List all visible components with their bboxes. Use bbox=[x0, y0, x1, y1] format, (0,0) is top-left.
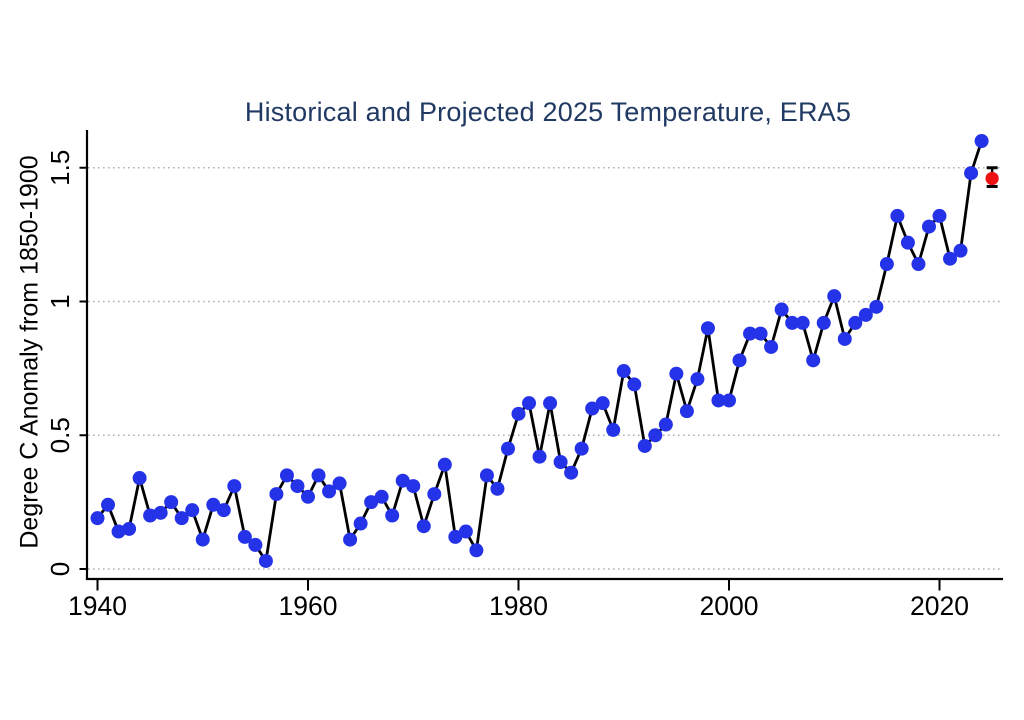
data-point-marker bbox=[679, 404, 694, 419]
data-point-marker bbox=[932, 208, 947, 223]
data-point-marker bbox=[974, 134, 989, 148]
data-point-marker bbox=[206, 497, 221, 512]
data-point-marker bbox=[269, 487, 284, 502]
data-point-marker bbox=[416, 519, 431, 534]
data-point-marker bbox=[953, 243, 968, 258]
data-point-marker bbox=[869, 299, 884, 314]
data-point-marker bbox=[174, 511, 189, 526]
data-point-marker bbox=[111, 524, 126, 539]
data-point-marker bbox=[216, 503, 231, 518]
data-point-marker bbox=[374, 489, 389, 504]
x-tick-label: 1940 bbox=[68, 591, 127, 621]
data-point-marker bbox=[406, 479, 421, 494]
data-point-marker bbox=[122, 521, 137, 536]
projected-point-marker bbox=[985, 171, 999, 186]
data-point-marker bbox=[848, 315, 863, 330]
data-point-marker bbox=[353, 516, 368, 531]
data-point-marker bbox=[774, 302, 789, 317]
data-point-marker bbox=[279, 468, 294, 483]
data-point-marker bbox=[469, 543, 484, 558]
data-point-marker bbox=[543, 396, 558, 411]
data-point-marker bbox=[395, 473, 410, 488]
y-tick-label: 1.5 bbox=[45, 150, 75, 186]
data-point-marker bbox=[511, 406, 526, 421]
data-point-marker bbox=[101, 497, 116, 512]
data-point-marker bbox=[722, 393, 736, 408]
data-point-marker bbox=[795, 315, 810, 330]
data-point-marker bbox=[879, 257, 894, 272]
data-point-marker bbox=[806, 353, 821, 368]
data-point-marker bbox=[343, 532, 358, 547]
data-point-marker bbox=[732, 353, 747, 368]
data-point-marker bbox=[764, 339, 779, 354]
data-point-marker bbox=[500, 441, 515, 456]
data-point-marker bbox=[658, 417, 673, 432]
data-point-marker bbox=[785, 315, 800, 330]
data-point-marker bbox=[627, 377, 642, 392]
data-point-marker bbox=[711, 393, 726, 408]
x-tick-label: 1960 bbox=[279, 591, 338, 621]
data-point-marker bbox=[311, 468, 326, 483]
data-point-marker bbox=[522, 396, 537, 411]
y-tick-label: 0 bbox=[45, 562, 75, 576]
data-point-marker bbox=[564, 465, 579, 480]
data-point-marker bbox=[258, 553, 273, 568]
data-point-marker bbox=[490, 481, 505, 496]
y-tick-label: 1 bbox=[45, 294, 75, 308]
data-point-marker bbox=[921, 219, 936, 234]
data-point-marker bbox=[606, 422, 621, 437]
data-point-marker bbox=[195, 532, 210, 547]
data-point-marker bbox=[616, 364, 631, 379]
chart-title: Historical and Projected 2025 Temperatur… bbox=[244, 97, 852, 127]
data-point-marker bbox=[858, 307, 873, 322]
data-point-marker bbox=[301, 489, 315, 504]
data-point-marker bbox=[553, 455, 568, 469]
data-point-marker bbox=[164, 495, 179, 510]
data-point-marker bbox=[290, 479, 305, 494]
data-point-marker bbox=[90, 511, 105, 526]
data-point-marker bbox=[237, 529, 252, 544]
data-point-marker bbox=[943, 251, 958, 266]
data-point-marker bbox=[185, 503, 200, 518]
data-point-marker bbox=[753, 326, 768, 341]
data-point-marker bbox=[669, 366, 684, 381]
data-point-marker bbox=[448, 529, 463, 544]
data-point-marker bbox=[690, 372, 705, 387]
data-point-marker bbox=[900, 235, 915, 250]
data-point-marker bbox=[700, 321, 715, 336]
data-point-marker bbox=[458, 524, 473, 539]
x-tick-label: 1980 bbox=[489, 591, 548, 621]
data-point-marker bbox=[743, 326, 758, 341]
series-line bbox=[96, 139, 983, 563]
data-point-marker bbox=[574, 441, 589, 456]
data-point-marker bbox=[132, 471, 147, 486]
data-point-marker bbox=[332, 476, 347, 491]
y-tick-label: 0.5 bbox=[45, 417, 75, 453]
data-point-marker bbox=[479, 468, 494, 483]
x-tick-label: 2000 bbox=[700, 591, 759, 621]
data-point-marker bbox=[427, 487, 442, 502]
data-point-marker bbox=[153, 505, 168, 520]
data-point-marker bbox=[322, 484, 337, 499]
data-point-marker bbox=[595, 396, 610, 411]
data-point-marker bbox=[648, 428, 663, 443]
data-point-marker bbox=[827, 289, 842, 304]
data-point-marker bbox=[532, 449, 547, 464]
data-point-marker bbox=[385, 508, 400, 523]
data-point-marker bbox=[364, 495, 379, 510]
data-point-marker bbox=[816, 315, 831, 330]
data-point-marker bbox=[248, 537, 263, 552]
x-tick-label: 2020 bbox=[910, 591, 969, 621]
data-point-marker bbox=[637, 438, 652, 453]
data-point-marker bbox=[585, 401, 600, 416]
data-point-marker bbox=[143, 508, 158, 523]
data-point-marker bbox=[964, 166, 979, 181]
data-point-marker bbox=[911, 257, 926, 272]
data-point-marker bbox=[890, 208, 905, 223]
data-point-marker bbox=[227, 479, 242, 494]
data-point-marker bbox=[437, 457, 452, 472]
data-point-marker bbox=[837, 331, 852, 346]
